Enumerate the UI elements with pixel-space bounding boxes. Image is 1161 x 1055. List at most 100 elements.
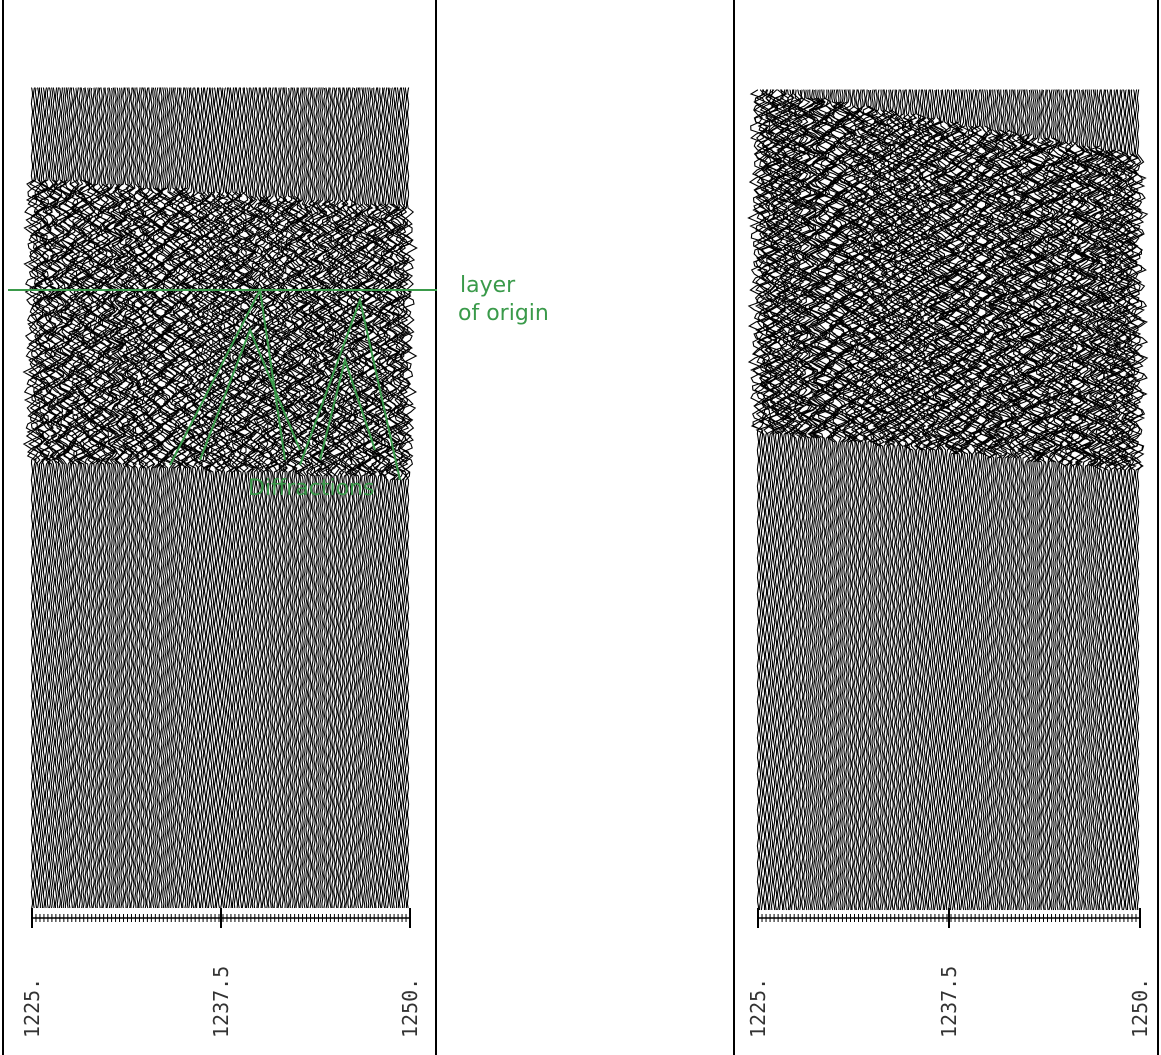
trace <box>385 87 404 909</box>
trace <box>116 87 136 908</box>
trace <box>23 87 44 909</box>
axis-label: 1250. <box>398 978 422 1038</box>
trace <box>1037 89 1059 911</box>
trace <box>357 87 376 909</box>
trace <box>774 89 797 911</box>
trace <box>1070 89 1093 911</box>
trace <box>97 87 117 909</box>
trace <box>250 87 267 909</box>
trace <box>202 87 220 909</box>
trace <box>387 87 406 909</box>
trace <box>287 87 307 909</box>
trace <box>303 87 321 909</box>
trace <box>840 89 863 910</box>
trace <box>95 87 113 909</box>
trace <box>299 87 319 909</box>
trace <box>819 89 842 911</box>
trace <box>1029 89 1051 911</box>
trace <box>998 89 1020 911</box>
diffraction-line <box>319 356 376 461</box>
trace <box>209 87 229 909</box>
trace <box>130 87 150 909</box>
diffraction-line <box>169 286 286 466</box>
trace <box>211 87 231 909</box>
trace <box>797 89 819 911</box>
trace <box>105 87 124 909</box>
trace <box>1042 89 1065 911</box>
trace <box>868 89 890 911</box>
trace <box>193 87 212 909</box>
trace <box>772 89 795 911</box>
trace <box>343 87 363 909</box>
trace <box>916 89 939 911</box>
trace <box>1122 89 1143 911</box>
trace <box>982 89 1004 911</box>
trace <box>899 89 921 911</box>
trace <box>1114 89 1137 911</box>
trace <box>68 87 88 909</box>
trace <box>333 87 352 909</box>
trace <box>214 87 233 909</box>
trace <box>823 89 845 911</box>
trace <box>978 89 1001 911</box>
trace <box>376 87 396 909</box>
trace <box>881 89 902 911</box>
trace <box>930 89 952 911</box>
trace <box>151 87 172 909</box>
panel-frame <box>2 0 437 1055</box>
trace <box>232 87 251 909</box>
trace <box>363 87 382 909</box>
trace <box>968 89 991 911</box>
trace <box>857 89 881 911</box>
trace <box>1074 89 1098 911</box>
trace <box>327 87 346 909</box>
trace <box>224 87 243 909</box>
trace <box>808 89 832 911</box>
trace <box>149 87 168 909</box>
trace <box>338 87 358 909</box>
trace <box>208 87 226 909</box>
trace <box>1014 89 1037 911</box>
trace <box>1084 89 1107 911</box>
trace <box>827 89 847 911</box>
trace <box>70 87 90 909</box>
trace <box>260 87 281 909</box>
trace <box>293 87 313 909</box>
trace <box>790 89 812 911</box>
trace <box>863 89 886 911</box>
trace <box>335 87 354 909</box>
trace <box>935 89 959 911</box>
trace <box>876 89 898 911</box>
trace <box>794 89 818 911</box>
trace <box>340 87 361 909</box>
trace <box>324 87 345 909</box>
trace <box>939 89 962 911</box>
trace <box>265 87 284 909</box>
trace <box>806 89 830 911</box>
trace <box>123 87 144 909</box>
trace <box>39 87 58 909</box>
trace <box>1050 89 1073 911</box>
trace <box>57 87 78 909</box>
trace <box>927 89 948 911</box>
trace <box>749 89 771 911</box>
trace <box>219 87 238 909</box>
trace <box>90 87 109 909</box>
trace <box>393 87 412 908</box>
trace <box>255 87 275 909</box>
trace <box>373 87 392 909</box>
trace <box>276 87 295 909</box>
trace <box>348 87 369 909</box>
trace <box>1122 89 1146 911</box>
trace <box>27 87 47 909</box>
trace <box>113 87 134 909</box>
trace <box>1094 89 1118 911</box>
trace <box>312 87 333 909</box>
trace <box>1065 89 1087 911</box>
trace <box>146 87 165 909</box>
trace <box>315 87 334 909</box>
trace <box>350 87 370 909</box>
trace <box>960 89 983 911</box>
trace <box>273 87 293 909</box>
axis-label: 1237.5 <box>209 966 233 1038</box>
